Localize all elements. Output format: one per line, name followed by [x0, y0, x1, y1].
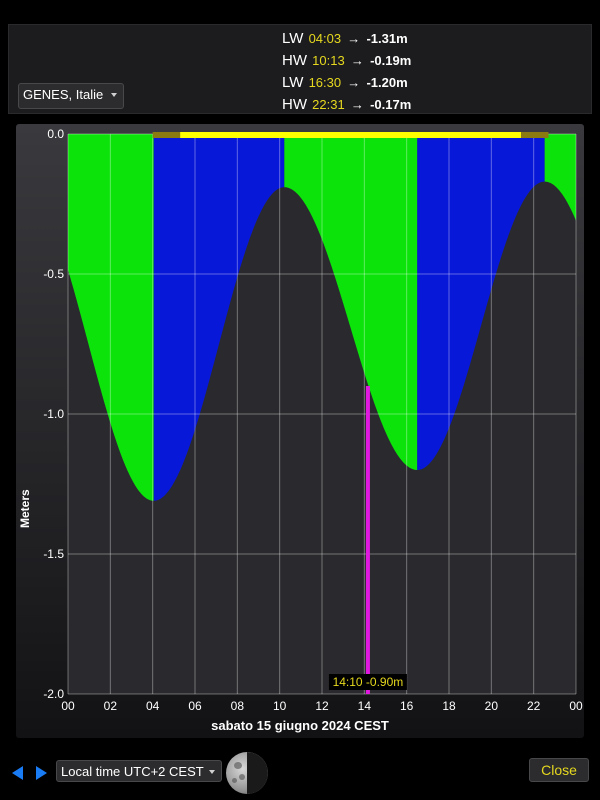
timezone-dropdown[interactable]: Local time UTC+2 CEST: [56, 760, 222, 782]
next-day-icon[interactable]: [36, 766, 47, 780]
y-tick-label: -1.5: [43, 547, 64, 561]
x-tick-label: 10: [273, 699, 287, 713]
tide-row: HW 10:13 → -0.19m: [282, 50, 411, 72]
timezone-label: Local time UTC+2 CEST: [61, 764, 204, 779]
tide-chart-panel[interactable]: 0.0 -0.5 -1.0 -1.5 -2.0 00 02 04 06 08 10 12 14 16 18 2…: [16, 124, 584, 738]
tide-row: LW 16:30 → -1.20m: [282, 72, 411, 94]
bottom-toolbar: Local time UTC+2 CEST Close: [0, 748, 600, 794]
chevron-down-icon: [209, 770, 215, 774]
tide-type: HW: [282, 52, 307, 69]
tide-type: HW: [282, 96, 307, 113]
tide-curve: [68, 181, 576, 695]
tide-time: 22:31: [312, 97, 345, 112]
daylight-bar: [180, 132, 521, 138]
y-axis-label: Meters: [18, 489, 32, 528]
x-tick-label: 18: [442, 699, 456, 713]
tide-time: 16:30: [308, 75, 342, 90]
x-tick-label: 00: [569, 699, 583, 713]
x-tick-label: 14: [358, 699, 372, 713]
tide-height: -1.31m: [366, 31, 408, 46]
tide-height: -0.19m: [370, 53, 412, 68]
x-tick-label: 16: [400, 699, 414, 713]
location-label: GENES, Italie: [23, 87, 104, 102]
x-tick-label: 08: [231, 699, 245, 713]
tide-list: LW 04:03 → -1.31m HW 10:13 → -0.19m LW 1…: [282, 28, 411, 116]
tide-type: LW: [282, 30, 304, 47]
x-tick-label: 20: [485, 699, 499, 713]
x-tick-label: 02: [104, 699, 118, 713]
tide-chart[interactable]: 0.0-0.5-1.0-1.5-2.000 02 04 06 08 10 12 14 16 18 2…: [16, 124, 584, 738]
close-button[interactable]: Close: [529, 758, 589, 782]
location-dropdown[interactable]: GENES, Italie: [18, 83, 125, 109]
y-tick-label: -1.0: [43, 407, 64, 421]
tide-row: LW 04:03 → -1.31m: [282, 28, 411, 50]
tide-type: LW: [282, 74, 304, 91]
previous-day-icon[interactable]: [12, 766, 23, 780]
arrow-right-icon: →: [347, 75, 361, 90]
x-tick-label: 22: [527, 699, 541, 713]
y-tick-label: -0.5: [43, 267, 64, 281]
x-tick-label: 12: [315, 699, 329, 713]
cursor-label: 14:10 -0.90m: [333, 675, 404, 689]
x-tick-label: 04: [146, 699, 160, 713]
arrow-right-icon: →: [347, 31, 361, 46]
cursor-label-box: [328, 674, 407, 690]
y-tick-label: 0.0: [47, 127, 64, 141]
tide-row: HW 22:31 → -0.17m: [282, 94, 411, 116]
arrow-right-icon: →: [350, 53, 364, 68]
arrow-right-icon: →: [350, 97, 364, 112]
x-axis-label: sabato 15 giugno 2024 CEST: [211, 718, 389, 733]
tide-summary-panel: GENES, Italie: [8, 24, 592, 114]
chevron-down-icon: [111, 93, 118, 97]
tide-time: 04:03: [308, 31, 342, 46]
tide-time: 10:13: [312, 53, 345, 68]
y-tick-label: -2.0: [43, 687, 64, 701]
x-tick-label: 00: [61, 699, 75, 713]
moon-phase-icon: [226, 752, 268, 794]
x-tick-label: 06: [188, 699, 202, 713]
tide-height: -1.20m: [366, 75, 408, 90]
tide-height: -0.17m: [370, 97, 412, 112]
